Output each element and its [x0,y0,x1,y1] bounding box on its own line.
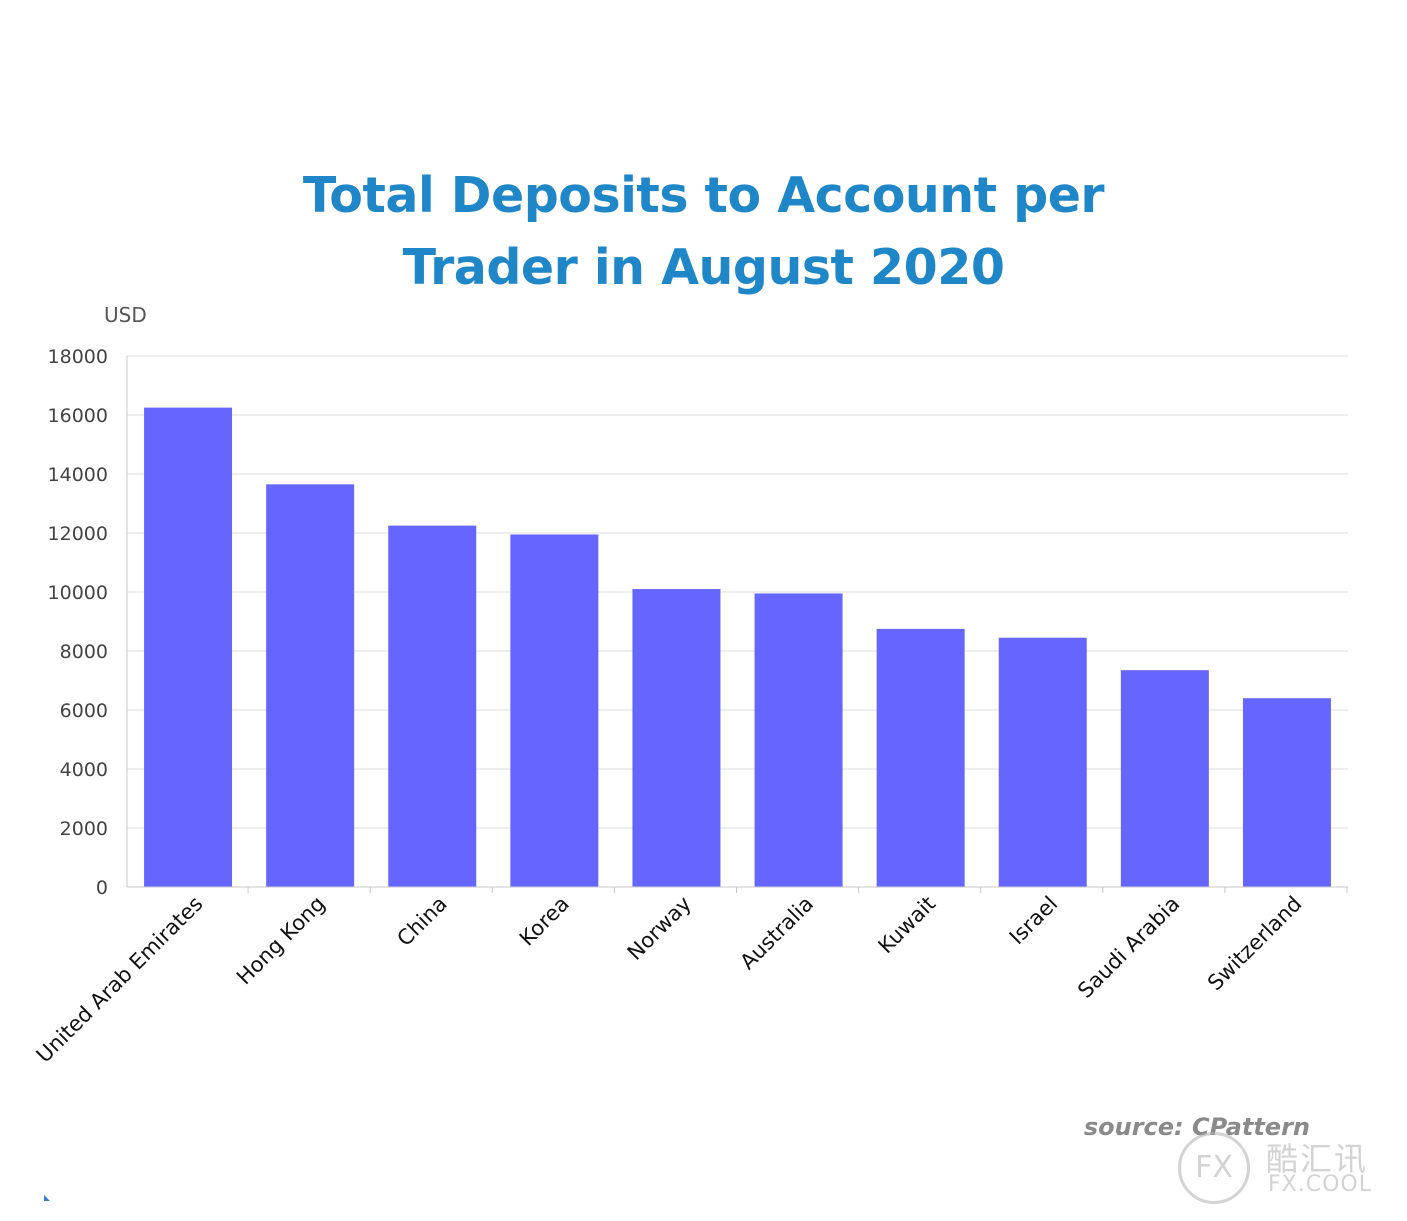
y-tick-label: 12000 [48,523,108,545]
x-category-label: Norway [623,892,696,965]
y-axis-unit-label: USD [104,303,147,327]
x-category-label: Korea [515,892,574,951]
bar [998,637,1087,887]
chart-title-line-2: Trader in August 2020 [402,239,1005,296]
y-tick-label: 14000 [48,464,108,486]
chart-title: Total Deposits to Account per Trader in … [0,160,1407,304]
y-tick-label: 8000 [60,641,108,663]
x-category-label: Saudi Arabia [1073,892,1184,1003]
x-category-label: Australia [735,892,818,975]
corner-mark [44,1195,50,1201]
x-category-label: United Arab Emirates [32,892,208,1068]
chart-title-line-1: Total Deposits to Account per [302,167,1105,224]
bar [144,407,233,887]
x-category-label: China [392,892,451,951]
x-category-label: Switzerland [1203,892,1307,996]
y-tick-label: 18000 [48,346,108,368]
y-tick-label: 16000 [48,405,108,427]
x-category-label: Israel [1005,892,1063,950]
watermark-fx-icon: FX [1178,1132,1250,1204]
bar [1242,698,1331,887]
watermark-domain: FX.COOL [1268,1172,1372,1197]
y-tick-label: 0 [96,877,108,899]
bar [510,534,599,887]
x-axis-labels: United Arab Emirates Hong Kong China Korea N… [32,892,1307,1068]
bar [632,589,721,887]
watermark-logo: FX 酷汇讯 FX.COOL [1176,1128,1391,1208]
y-axis-ticks: 0 2000 4000 6000 8000 10000 12000 14000 16000 180… [48,346,108,899]
bar [388,525,477,887]
x-category-label: Kuwait [874,892,941,959]
x-category-label: Hong Kong [232,892,330,990]
y-tick-label: 4000 [60,759,108,781]
bar [1120,670,1209,887]
bar [754,593,843,887]
bars [144,407,1348,893]
bar [876,628,965,887]
y-tick-label: 10000 [48,582,108,604]
y-tick-label: 6000 [60,700,108,722]
watermark-name: 酷汇讯 [1266,1140,1369,1178]
bar [266,484,355,887]
y-tick-label: 2000 [60,818,108,840]
